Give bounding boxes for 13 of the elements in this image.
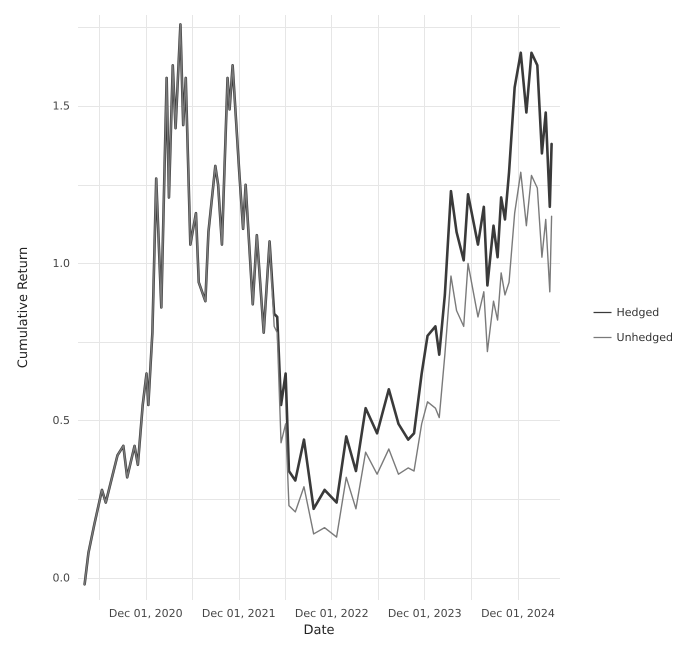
x-tick-label: Dec 01, 2024 — [481, 607, 555, 620]
x-tick-label: Dec 01, 2021 — [202, 607, 276, 620]
legend-label: Unhedged — [616, 331, 674, 344]
y-tick-label: 1.5 — [52, 100, 70, 113]
legend-label: Hedged — [616, 306, 660, 319]
x-tick-label: Dec 01, 2020 — [108, 607, 183, 620]
x-tick-label: Dec 01, 2023 — [388, 607, 462, 620]
y-tick-label: 0.0 — [52, 571, 70, 584]
y-tick-label: 1.0 — [52, 256, 70, 270]
x-axis-title: Date — [303, 623, 335, 638]
x-tick-label: Dec 01, 2022 — [294, 607, 369, 620]
y-tick-label: 0.5 — [52, 414, 70, 428]
y-axis-title: Cumulative Return — [16, 246, 31, 368]
